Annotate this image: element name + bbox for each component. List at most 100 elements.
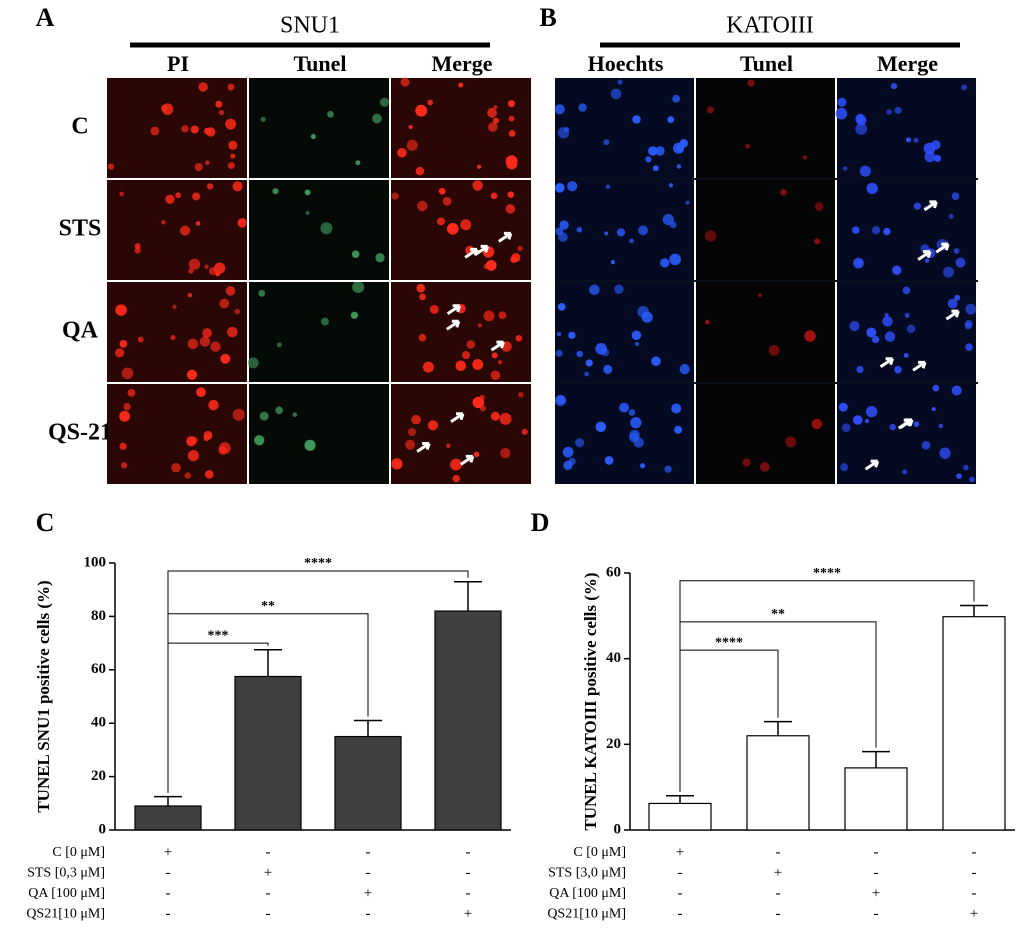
condition-mark: - — [678, 865, 683, 881]
condition-mark: - — [466, 865, 471, 881]
cell — [883, 227, 891, 236]
condition-mark: + — [464, 906, 472, 922]
cell — [617, 79, 623, 85]
cell — [121, 367, 134, 380]
cell — [172, 304, 177, 310]
cell — [953, 248, 960, 254]
cell — [490, 370, 501, 381]
condition-mark: - — [972, 844, 977, 860]
cell — [965, 303, 977, 315]
cell — [427, 420, 439, 431]
condition-mark: + — [364, 885, 372, 901]
cell — [866, 327, 877, 338]
arrow — [490, 340, 505, 352]
cell — [631, 330, 642, 340]
cell — [405, 439, 416, 450]
cell — [355, 160, 361, 166]
cell — [651, 356, 661, 367]
condition-mark: - — [972, 865, 977, 881]
cell — [204, 470, 214, 479]
cell — [669, 221, 677, 229]
cell — [490, 192, 498, 200]
cell — [407, 427, 417, 437]
cell — [500, 447, 511, 459]
cell — [188, 258, 201, 270]
cell — [706, 106, 714, 114]
y-tick-label: 60 — [606, 564, 621, 580]
cell — [190, 125, 199, 134]
cell — [923, 142, 936, 155]
row-label: QS-21 — [48, 420, 112, 446]
significance-label: **** — [304, 556, 332, 571]
cell — [499, 412, 512, 425]
cell — [554, 394, 566, 406]
cell — [619, 402, 630, 413]
cell — [518, 391, 524, 398]
cell — [320, 317, 329, 326]
bar — [134, 805, 202, 831]
cell — [849, 320, 860, 332]
cell — [668, 183, 674, 188]
cell — [554, 104, 565, 115]
cell — [175, 192, 181, 199]
panel-letter: D — [531, 508, 550, 537]
cell — [902, 286, 911, 295]
condition-mark: + — [676, 844, 684, 860]
cell — [921, 440, 931, 450]
arrow — [917, 250, 932, 261]
cell — [559, 220, 569, 230]
condition-mark: - — [266, 906, 271, 922]
condition-mark: + — [970, 906, 978, 922]
cell — [884, 331, 896, 342]
cell — [557, 127, 570, 139]
cell — [218, 442, 231, 454]
cell — [458, 82, 464, 88]
cell — [757, 293, 763, 298]
condition-label: QS21[10 μM] — [26, 907, 105, 922]
cell — [811, 418, 822, 430]
micrograph — [249, 78, 389, 178]
cell — [939, 447, 951, 459]
y-tick-label: 20 — [91, 768, 106, 784]
significance-label: **** — [715, 635, 743, 650]
cell — [202, 328, 212, 338]
condition-mark: - — [166, 906, 171, 922]
cell — [505, 204, 516, 214]
cell — [225, 118, 237, 130]
cell — [466, 340, 476, 349]
cell — [198, 82, 208, 92]
arrow — [474, 244, 490, 256]
cell — [507, 100, 515, 108]
arrow — [945, 309, 960, 321]
cell — [964, 322, 972, 330]
condition-mark: + — [872, 885, 880, 901]
cell — [134, 243, 141, 250]
cell — [205, 127, 216, 137]
cell — [645, 156, 652, 163]
cell — [859, 165, 871, 177]
cell — [963, 464, 969, 471]
arrow — [445, 319, 461, 331]
cell — [508, 115, 515, 122]
micrograph — [249, 384, 389, 484]
cell — [837, 97, 847, 107]
cell — [479, 394, 485, 401]
cell — [835, 107, 848, 120]
cell — [641, 311, 653, 323]
cell — [947, 298, 958, 309]
cell — [232, 181, 243, 192]
bar — [434, 610, 502, 831]
cell — [655, 146, 665, 156]
cell — [585, 359, 593, 367]
cell — [391, 192, 399, 200]
condition-mark: - — [266, 885, 271, 901]
cell — [488, 122, 498, 132]
cell — [227, 162, 235, 170]
cell — [521, 428, 528, 435]
condition-mark: - — [678, 906, 683, 922]
cell — [107, 163, 115, 170]
column-label: Tunel — [740, 51, 793, 76]
cell — [422, 361, 434, 373]
cell — [259, 411, 269, 421]
bar — [746, 735, 810, 831]
